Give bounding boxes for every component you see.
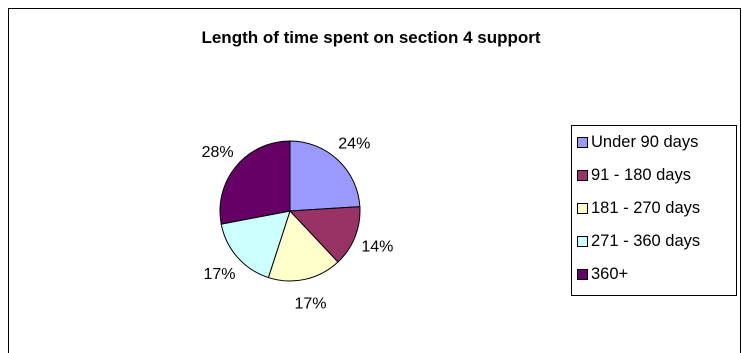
legend-swatch xyxy=(577,169,588,181)
legend-item-271-360-days: 271 - 360 days xyxy=(577,230,700,252)
legend-item-360-plus: 360+ xyxy=(577,263,628,285)
legend-item-91-180-days: 91 - 180 days xyxy=(577,164,691,186)
legend-swatch xyxy=(577,136,588,148)
legend-swatch xyxy=(577,235,588,247)
pie-slice-360 xyxy=(219,140,291,225)
legend-label: Under 90 days xyxy=(591,132,699,151)
legend-label: 271 - 360 days xyxy=(591,231,701,250)
legend-label: 91 - 180 days xyxy=(591,165,691,184)
pie-slice-under-90-days xyxy=(289,140,361,212)
legend-label: 181 - 270 days xyxy=(591,198,701,217)
legend-label: 360+ xyxy=(591,264,629,283)
legend: Under 90 days 91 - 180 days 181 - 270 da… xyxy=(571,125,737,296)
legend-item-181-270-days: 181 - 270 days xyxy=(577,197,700,219)
data-label: 28% xyxy=(202,144,234,161)
data-label: 14% xyxy=(361,239,393,256)
pie-slice-181-270-days xyxy=(267,210,339,282)
pie-slice-271-360-days xyxy=(220,210,291,279)
pie-slice-91-180-days xyxy=(288,206,361,263)
legend-item-under-90-days: Under 90 days xyxy=(577,131,698,153)
data-label: 17% xyxy=(294,296,326,313)
legend-swatch xyxy=(577,202,588,214)
data-label: 17% xyxy=(203,266,235,283)
legend-swatch xyxy=(577,268,588,280)
chart-title: Length of time spent on section 4 suppor… xyxy=(201,28,541,47)
data-label: 24% xyxy=(338,136,370,153)
